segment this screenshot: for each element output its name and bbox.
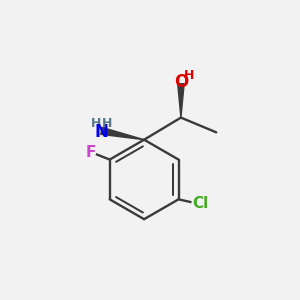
Polygon shape (178, 84, 184, 118)
Text: F: F (85, 145, 96, 160)
Polygon shape (101, 128, 144, 140)
Text: Cl: Cl (193, 196, 209, 211)
Text: H: H (101, 117, 112, 130)
Text: N: N (94, 123, 108, 141)
Text: H: H (91, 117, 101, 130)
Text: H: H (184, 69, 194, 82)
Text: O: O (174, 73, 188, 91)
